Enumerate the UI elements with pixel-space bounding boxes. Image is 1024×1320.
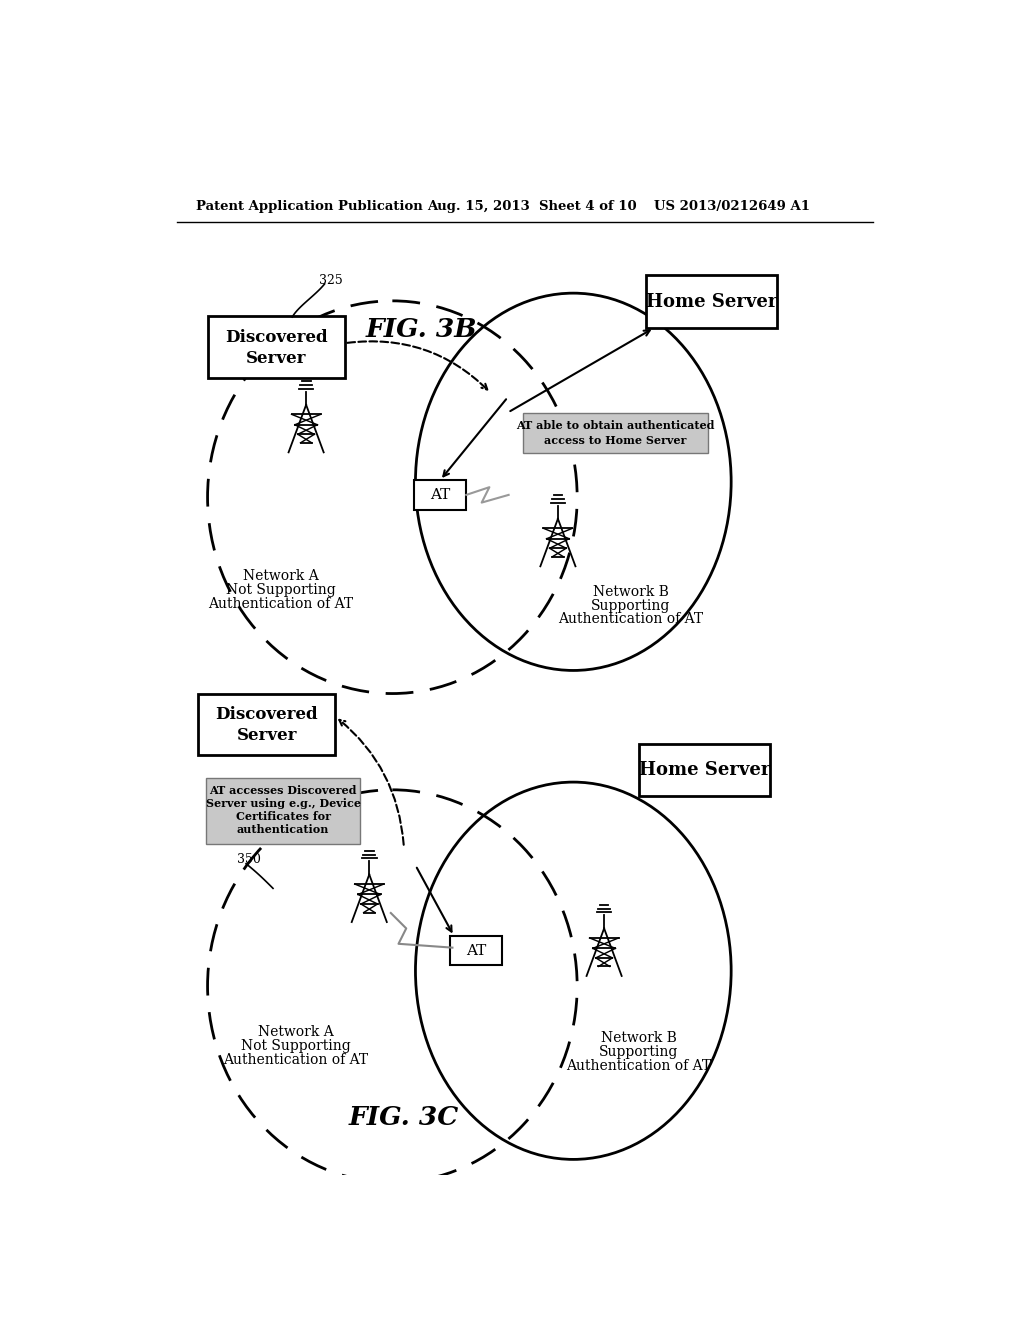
Text: Authentication of AT: Authentication of AT <box>208 597 353 611</box>
Text: Not Supporting: Not Supporting <box>226 583 336 597</box>
Text: Not Supporting: Not Supporting <box>242 1039 351 1053</box>
Text: Authentication of AT: Authentication of AT <box>558 612 703 627</box>
Text: Authentication of AT: Authentication of AT <box>566 1059 712 1073</box>
Text: FIG. 3B: FIG. 3B <box>366 317 477 342</box>
Bar <box>199 693 336 755</box>
Text: Server: Server <box>237 727 297 744</box>
Text: Home Server: Home Server <box>646 293 777 310</box>
Text: Server: Server <box>246 350 306 367</box>
Text: Discovered: Discovered <box>215 706 318 723</box>
Text: AT accesses Discovered: AT accesses Discovered <box>209 785 356 796</box>
Text: Server using e.g., Device: Server using e.g., Device <box>206 799 360 809</box>
Bar <box>208 317 345 378</box>
Bar <box>206 779 360 843</box>
Text: Discovered: Discovered <box>225 329 328 346</box>
Text: Authentication of AT: Authentication of AT <box>223 1053 369 1067</box>
Text: authentication: authentication <box>237 824 329 836</box>
Text: access to Home Server: access to Home Server <box>545 434 687 446</box>
Text: Supporting: Supporting <box>599 1045 679 1059</box>
Text: Network B: Network B <box>601 1031 677 1045</box>
Text: Certificates for: Certificates for <box>236 812 331 822</box>
Bar <box>414 480 466 510</box>
Text: Patent Application Publication: Patent Application Publication <box>196 199 423 213</box>
Text: Network B: Network B <box>593 585 669 599</box>
Text: Network A: Network A <box>243 569 318 583</box>
Text: FIG. 3C: FIG. 3C <box>349 1105 459 1130</box>
Text: Network A: Network A <box>258 1026 334 1039</box>
Text: AT able to obtain authenticated: AT able to obtain authenticated <box>516 420 715 432</box>
Text: Aug. 15, 2013  Sheet 4 of 10: Aug. 15, 2013 Sheet 4 of 10 <box>427 199 637 213</box>
Bar <box>523 412 708 453</box>
Bar <box>646 276 777 327</box>
Bar <box>639 743 770 796</box>
Text: Home Server: Home Server <box>639 760 770 779</box>
Bar <box>451 936 503 965</box>
Text: AT: AT <box>430 488 451 502</box>
Text: Supporting: Supporting <box>592 599 671 612</box>
Text: 325: 325 <box>319 273 343 286</box>
Text: US 2013/0212649 A1: US 2013/0212649 A1 <box>654 199 810 213</box>
Text: 350: 350 <box>237 853 261 866</box>
Text: AT: AT <box>466 944 486 958</box>
